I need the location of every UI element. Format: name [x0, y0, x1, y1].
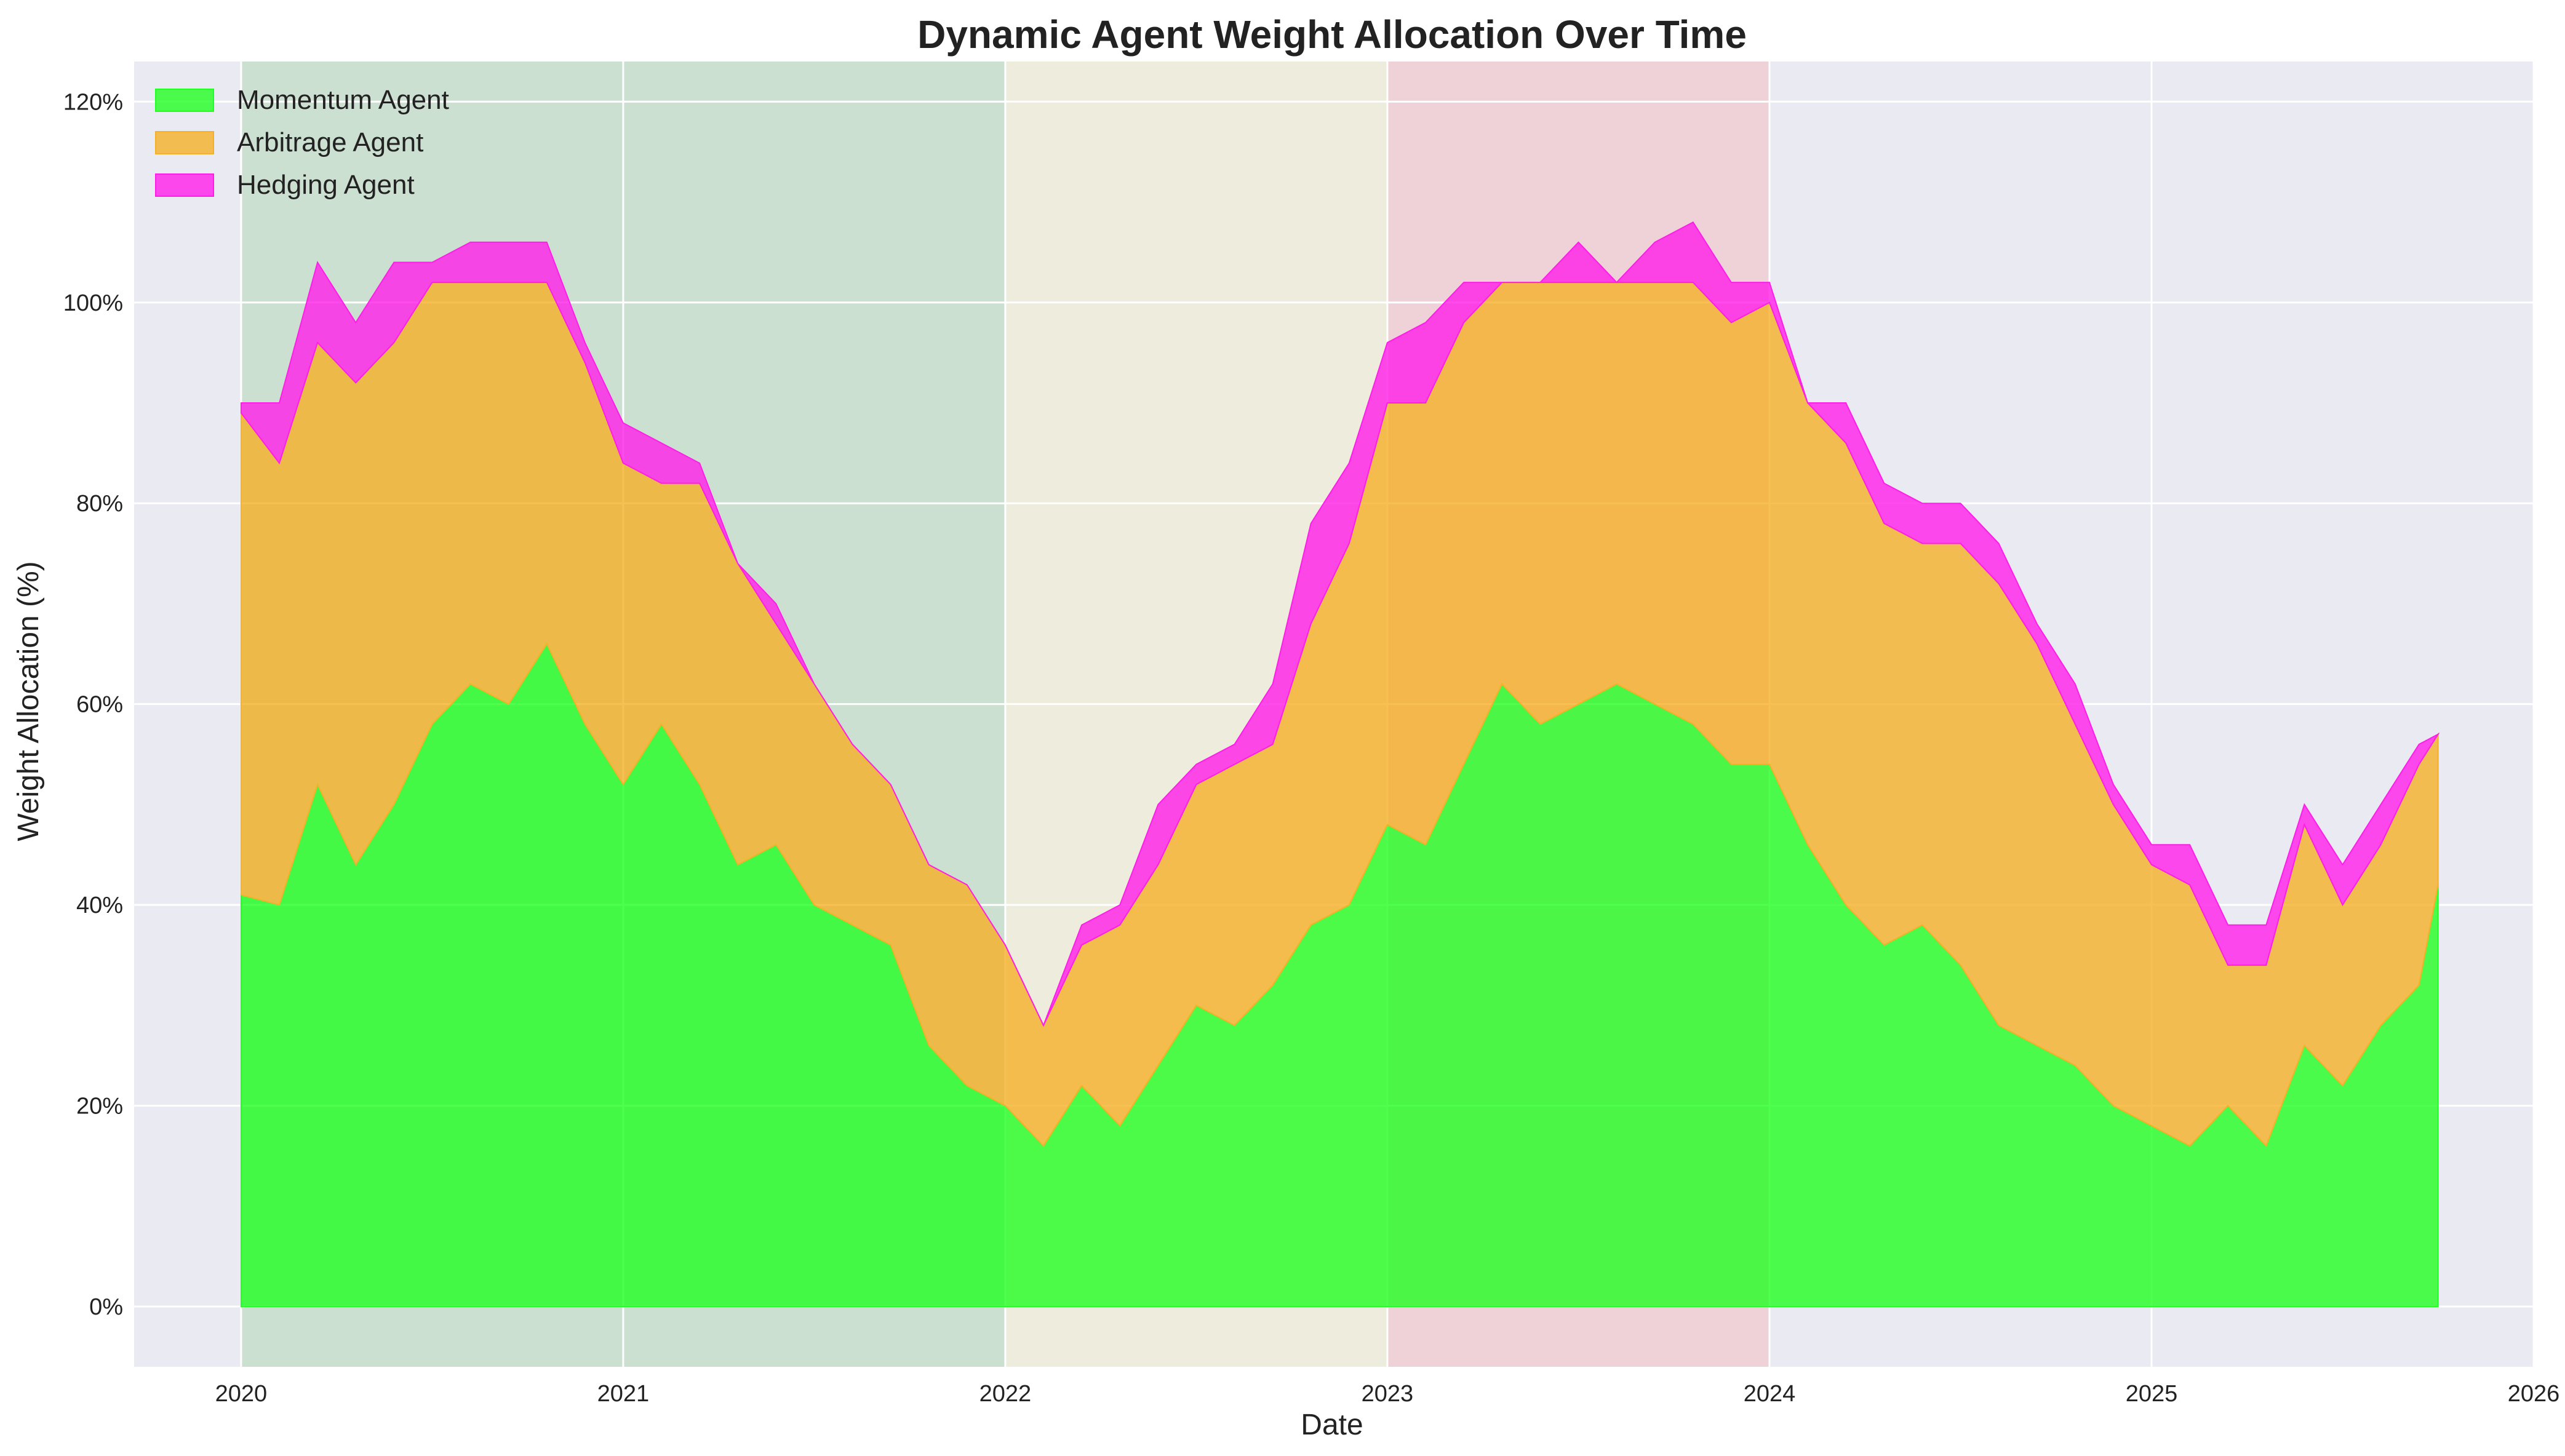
x-tick-label: 2023 [1362, 1381, 1414, 1407]
chart-title: Dynamic Agent Weight Allocation Over Tim… [917, 12, 1747, 57]
legend-label: Momentum Agent [237, 85, 449, 115]
y-tick-label: 120% [63, 89, 123, 115]
x-tick-label: 2026 [2508, 1381, 2560, 1407]
y-tick-label: 20% [76, 1094, 123, 1120]
x-tick-label: 2024 [1744, 1381, 1796, 1407]
series-areas [240, 221, 2440, 1308]
series-area-hedging-agent [240, 221, 2440, 1027]
y-tick-label: 100% [63, 290, 123, 316]
y-axis-label: Weight Allocation (%) [12, 561, 45, 841]
legend-swatch [155, 89, 214, 112]
x-tick-label: 2022 [979, 1381, 1032, 1407]
y-tick-label: 40% [76, 893, 123, 918]
legend: Momentum Agent Arbitrage Agent Hedging Age… [155, 85, 449, 200]
legend-swatch [155, 131, 214, 154]
legend-label: Hedging Agent [237, 170, 415, 200]
x-ticks: 2020 2021 2022 2023 2024 2025 2026 [215, 1381, 2560, 1407]
y-ticks: 0% 20% 40% 60% 80% 100% 120% [63, 89, 123, 1320]
y-tick-label: 0% [89, 1294, 123, 1320]
y-tick-label: 80% [76, 491, 123, 517]
x-axis-label: Date [1301, 1409, 1363, 1441]
x-tick-label: 2020 [215, 1381, 268, 1407]
legend-label: Arbitrage Agent [237, 127, 423, 157]
legend-swatch [155, 173, 214, 197]
y-tick-label: 60% [76, 692, 123, 718]
x-tick-label: 2025 [2126, 1381, 2178, 1407]
x-tick-label: 2021 [597, 1381, 650, 1407]
